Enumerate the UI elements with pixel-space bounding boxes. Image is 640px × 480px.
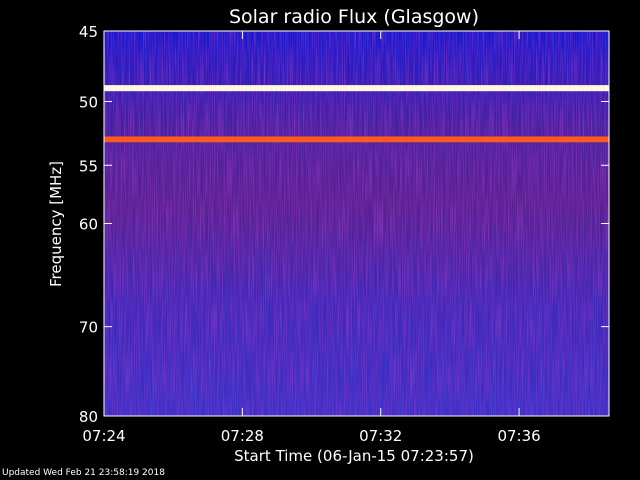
- y-tick-label-80: 80: [79, 408, 98, 426]
- x-tick-label-3: 07:36: [497, 427, 540, 445]
- x-axis: 07:24 07:28 07:32 07:36: [82, 31, 541, 445]
- y-axis: 45 50 55 60 70 80: [79, 23, 609, 426]
- x-tick-label-1: 07:28: [221, 427, 264, 445]
- x-tick-label-0: 07:24: [82, 427, 125, 445]
- heatmap-noise: [104, 31, 609, 416]
- plot-area: [103, 30, 610, 417]
- heatmap-bands: [104, 85, 609, 143]
- y-axis-label: Frequency [MHz]: [47, 161, 65, 287]
- y-tick-label-50: 50: [79, 94, 98, 112]
- heatmap-band-1: [104, 136, 609, 143]
- x-axis-label: Start Time (06-Jan-15 07:23:57): [234, 447, 474, 465]
- y-tick-label-60: 60: [79, 216, 98, 234]
- x-tick-label-2: 07:32: [359, 427, 402, 445]
- chart-title: Solar radio Flux (Glasgow): [229, 6, 479, 28]
- y-tick-label-55: 55: [79, 157, 98, 175]
- y-tick-label-70: 70: [79, 319, 98, 337]
- heatmap-band-0: [104, 85, 609, 92]
- updated-timestamp: Updated Wed Feb 21 23:58:19 2018: [2, 468, 165, 478]
- y-tick-label-45: 45: [79, 23, 98, 41]
